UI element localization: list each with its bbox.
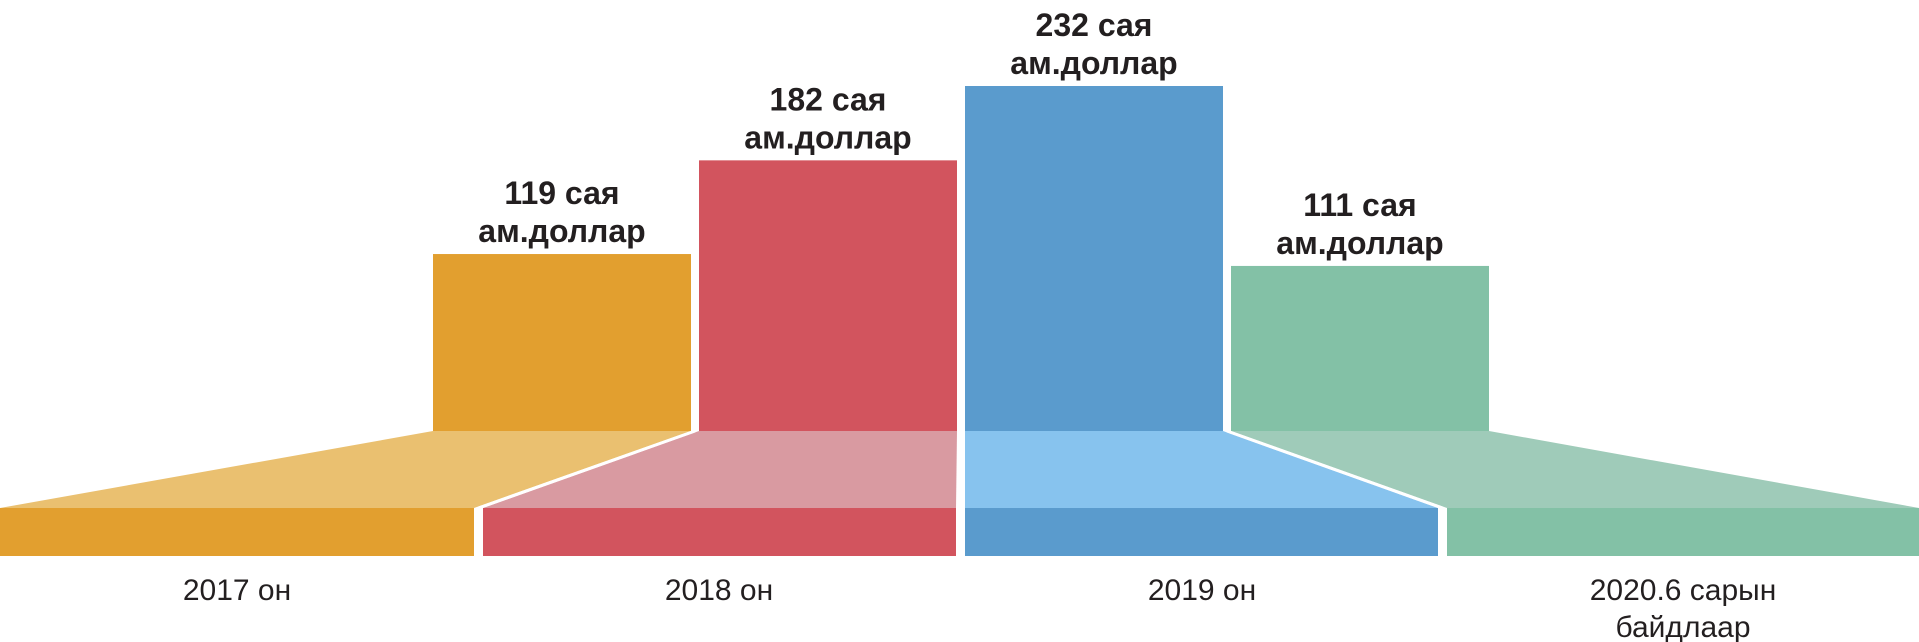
data-label: 119 сая ам.доллар: [478, 175, 645, 249]
tick-label: 2017 он: [183, 574, 291, 607]
base-strip: [965, 508, 1438, 556]
fan-connector: [483, 431, 957, 508]
data-label: 111 сая ам.доллар: [1276, 187, 1443, 261]
bar: [433, 254, 691, 431]
base-strip: [0, 508, 474, 556]
bar: [699, 160, 957, 431]
fan-separator: [477, 429, 696, 510]
data-label: 232 сая ам.доллар: [1010, 7, 1177, 81]
fan-separator: [1226, 429, 1444, 510]
tick-label: 2019 он: [1148, 574, 1256, 607]
fan-connector: [0, 431, 691, 508]
tick-label: 2020.6 сарын байдлаар: [1590, 574, 1777, 642]
bar: [1231, 265, 1489, 431]
tick-label: 2018 он: [665, 574, 773, 607]
fan-connector: [965, 431, 1438, 508]
base-strip: [483, 508, 956, 556]
fan-connector: [1231, 431, 1919, 508]
bar: [965, 86, 1223, 431]
data-label: 182 сая ам.доллар: [744, 81, 911, 155]
base-strip: [1447, 508, 1919, 556]
fan-separator: [959, 430, 963, 509]
